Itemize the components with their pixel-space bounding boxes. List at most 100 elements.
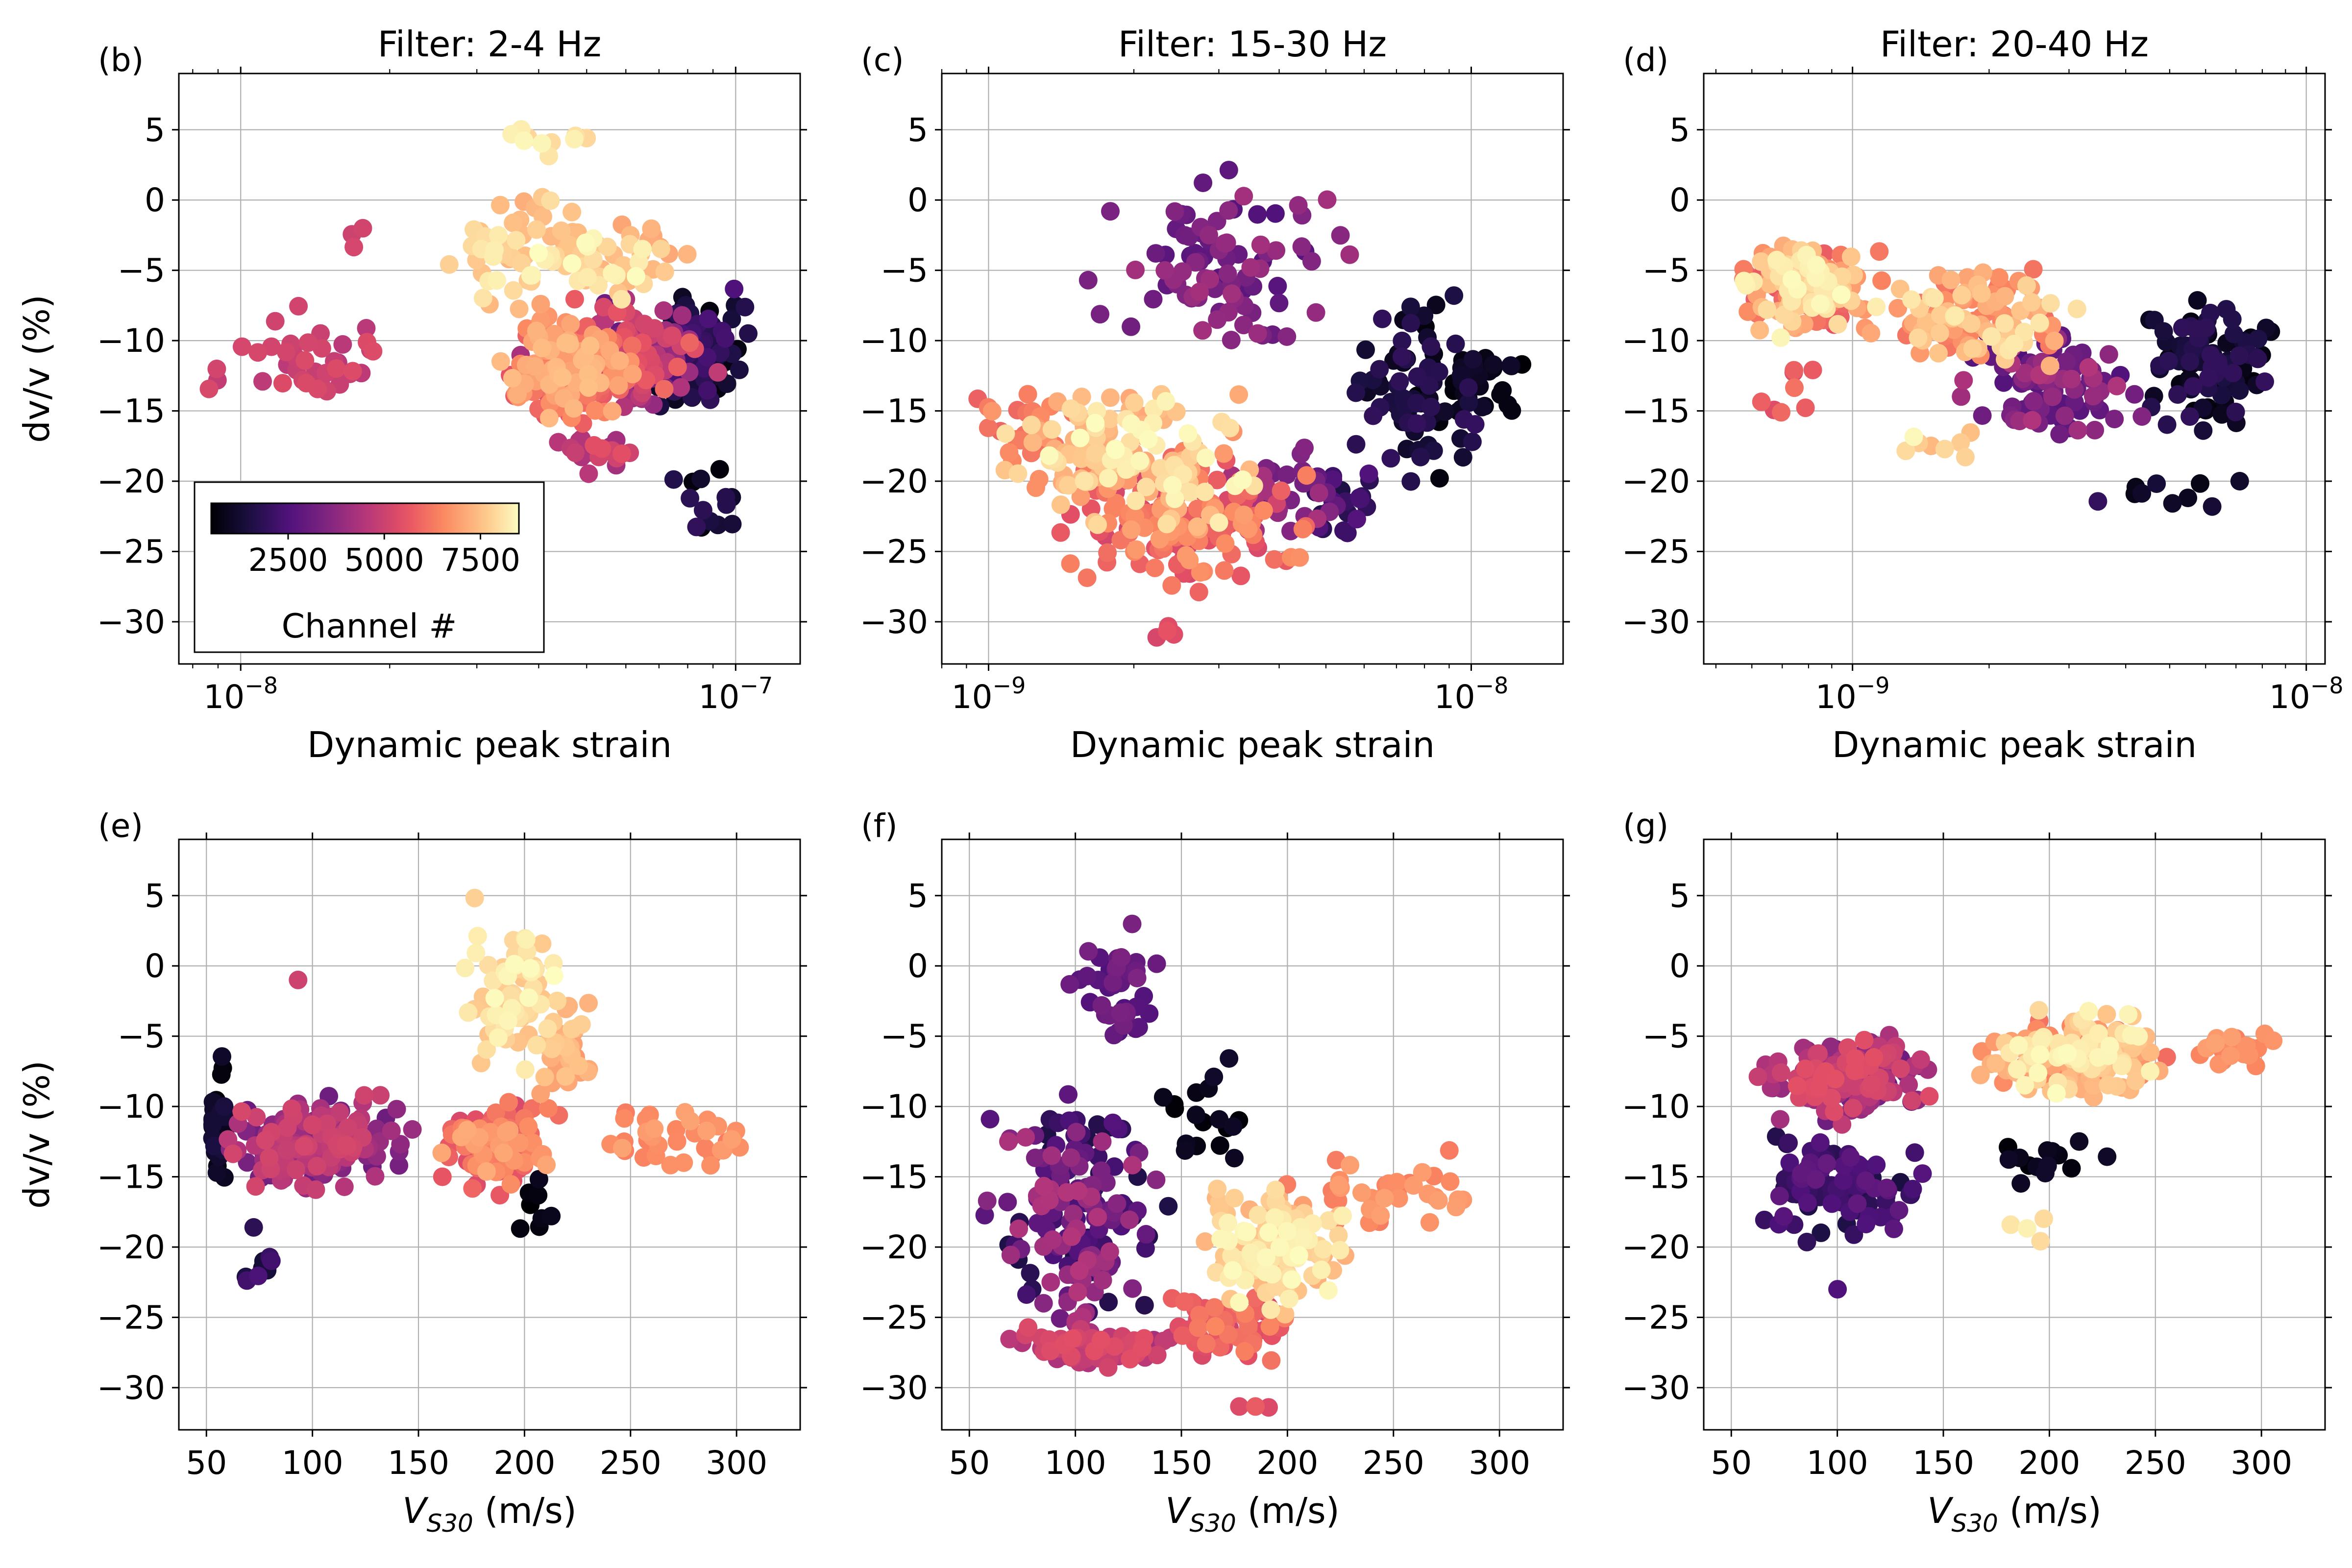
data-point [2038,1141,2057,1160]
data-point [565,290,584,309]
data-point [343,362,362,381]
data-point [1889,1201,1909,1220]
data-point [303,1115,322,1134]
data-point [1251,235,1270,254]
data-point [463,1179,482,1198]
x-tick-label: 50 [1711,1444,1752,1482]
colorbar-tick-label: 7500 [441,542,520,579]
data-point [1042,1146,1061,1165]
data-point [1302,252,1321,271]
data-point [485,241,504,260]
data-point [1206,1317,1225,1336]
data-point [2022,293,2041,312]
data-point [2030,1001,2048,1020]
data-point [1222,1246,1241,1265]
data-point [1103,1113,1123,1132]
data-point [330,1103,349,1122]
data-point [1407,393,1426,413]
data-point [504,213,523,232]
data-point [1230,1293,1249,1312]
data-point [1043,1230,1062,1249]
data-point [615,1109,634,1128]
data-point [661,1155,680,1175]
data-point [1771,1063,1790,1082]
data-point [527,1035,546,1054]
data-point [355,1086,374,1105]
data-point [466,943,486,962]
data-point [1797,1232,1816,1251]
data-point [1060,975,1079,994]
data-point [1238,1223,1256,1242]
data-point [2098,1147,2117,1166]
data-point [294,1137,314,1156]
data-point [2089,1024,2108,1043]
data-point [2083,387,2103,406]
data-point [1069,1181,1088,1200]
y-tick-label: 0 [907,181,928,219]
data-point [2005,335,2024,354]
data-point [1101,388,1120,407]
data-point [709,363,728,382]
data-point [662,326,682,345]
data-point [1210,1136,1229,1155]
data-point [456,958,475,978]
data-point [613,1139,632,1158]
data-point [697,1122,716,1140]
data-point [1464,350,1483,369]
data-point [504,281,523,300]
data-point [519,988,538,1007]
y-tick-label: −25 [860,533,928,570]
y-tick-label: −20 [1622,463,1690,500]
data-point [491,352,510,371]
y-tick-label: 0 [145,947,165,985]
data-point [556,333,575,352]
data-point [1373,309,1392,328]
data-point [1263,1265,1282,1284]
scatter-points [1748,1001,2283,1299]
data-point [1123,914,1142,933]
data-point [1277,465,1297,484]
data-point [1413,1163,1432,1182]
data-point [1078,270,1098,290]
data-point [2248,349,2267,368]
data-point [1225,1149,1244,1168]
data-point [1230,1397,1249,1416]
panel-letter: (f) [861,807,898,845]
scatter-points [203,888,749,1290]
data-point [1125,393,1144,412]
data-point [1106,493,1126,513]
data-point [2141,1043,2160,1062]
data-point [1136,1239,1155,1258]
data-point [1785,378,1804,397]
x-tick-label: 10−8 [203,672,278,716]
data-point [1393,331,1412,350]
data-point [2105,410,2124,429]
data-point [1295,439,1314,458]
data-point [1371,1206,1390,1225]
data-point [260,1148,279,1167]
data-point [1086,414,1105,433]
data-point [1088,515,1107,534]
data-point [2015,364,2034,383]
data-point [248,343,268,362]
data-point [1931,305,1950,324]
data-point [1261,1300,1280,1319]
data-point [335,1177,354,1196]
y-tick-label: 5 [907,111,928,149]
data-point [458,1121,477,1140]
data-point [645,1119,664,1138]
data-point [219,1130,238,1149]
data-point [1275,1305,1295,1324]
data-point [1856,1171,1875,1190]
data-point [996,424,1015,443]
data-point [1148,1346,1167,1365]
data-point [578,268,597,287]
data-point [1329,1226,1348,1245]
data-point [1266,204,1285,223]
data-point [998,1193,1017,1212]
data-point [1086,444,1105,463]
data-point [651,240,670,258]
data-point [1061,554,1080,573]
data-point [1064,1204,1083,1224]
